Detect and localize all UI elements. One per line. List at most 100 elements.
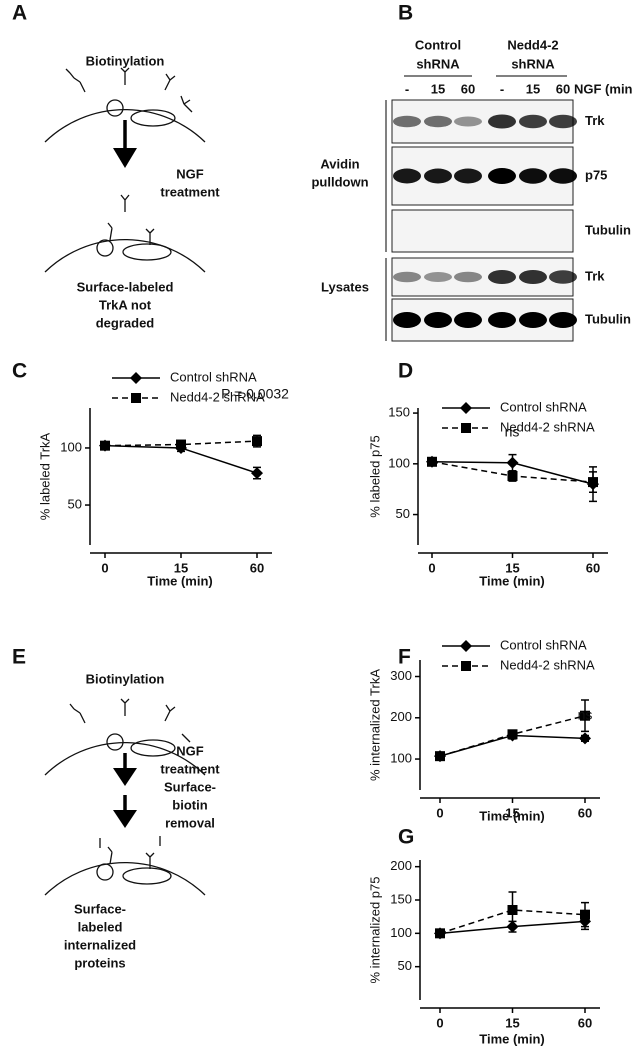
y-tick-label: 50 xyxy=(398,958,412,973)
step-label: NGF xyxy=(176,166,204,181)
result-label: proteins xyxy=(74,955,125,970)
marker xyxy=(435,928,445,939)
section-label: Avidin xyxy=(320,156,359,171)
y-axis-label: % labeled p75 xyxy=(367,435,382,517)
group-label: shRNA xyxy=(416,56,460,71)
band xyxy=(519,114,547,129)
result-label: TrkA not xyxy=(99,297,152,312)
band xyxy=(549,270,577,284)
y-tick-label: 150 xyxy=(390,891,412,906)
group-label: Nedd4-2 xyxy=(507,37,558,52)
step-label: treatment xyxy=(160,761,220,776)
legend-marker xyxy=(461,661,471,671)
band xyxy=(549,114,577,129)
group-label: Control xyxy=(415,37,461,52)
x-tick-label: 60 xyxy=(250,560,264,575)
y-tick-label: 50 xyxy=(396,506,410,521)
x-tick-label: 15 xyxy=(505,805,519,820)
row-label: Trk xyxy=(585,113,605,128)
section-label: pulldown xyxy=(311,174,368,189)
marker xyxy=(176,439,186,450)
band xyxy=(393,168,421,184)
step-label: Surface- xyxy=(164,779,216,794)
y-tick-label: 50 xyxy=(68,496,82,511)
band xyxy=(454,116,482,127)
arrow xyxy=(113,795,137,828)
group-label: shRNA xyxy=(511,56,555,71)
result-label: labeled xyxy=(78,919,123,934)
panel-label: B xyxy=(398,2,413,25)
result-label: internalized xyxy=(64,937,136,952)
row-label: Tubulin xyxy=(585,311,631,326)
result-label: Surface-labeled xyxy=(77,279,174,294)
panel-label: A xyxy=(12,2,27,25)
row-label: p75 xyxy=(585,167,607,182)
band xyxy=(549,312,577,328)
result-label: Surface- xyxy=(74,901,126,916)
result-label: degraded xyxy=(96,315,155,330)
panel-label: G xyxy=(398,826,414,849)
legend-label: Control shRNA xyxy=(170,369,257,384)
legend-marker xyxy=(131,393,141,403)
legend-marker xyxy=(461,423,471,433)
lane-label: - xyxy=(500,81,504,96)
band xyxy=(488,270,516,284)
band xyxy=(454,168,482,184)
panel-label: D xyxy=(398,360,413,383)
lane-label: 60 xyxy=(556,81,570,96)
marker xyxy=(506,456,519,469)
marker xyxy=(435,751,445,762)
cell-diagram xyxy=(44,194,206,273)
section-label: Lysates xyxy=(321,279,369,294)
lane-label: - xyxy=(405,81,409,96)
diagram-title: Biotinylation xyxy=(86,53,165,68)
y-tick-label: 100 xyxy=(388,455,410,470)
panel-label: C xyxy=(12,360,27,383)
marker xyxy=(580,909,590,920)
panel-label: E xyxy=(12,646,26,669)
x-tick-label: 60 xyxy=(578,1015,592,1030)
band xyxy=(488,114,516,129)
lane-label: 60 xyxy=(461,81,475,96)
annotation: P = 0.0032 xyxy=(221,386,289,402)
series-line xyxy=(104,440,258,447)
band xyxy=(424,115,452,128)
x-tick-label: 60 xyxy=(578,805,592,820)
annotation: ns xyxy=(505,424,520,440)
annotation: ns xyxy=(578,707,593,723)
x-tick-label: 0 xyxy=(436,1015,443,1030)
y-tick-label: 200 xyxy=(390,858,412,873)
y-tick-label: 100 xyxy=(390,750,412,765)
x-tick-label: 0 xyxy=(101,560,108,575)
step-label: removal xyxy=(165,815,215,830)
marker xyxy=(580,710,590,721)
lane-header: NGF (min xyxy=(574,81,633,96)
band xyxy=(393,115,421,128)
y-tick-label: 100 xyxy=(390,925,412,940)
marker xyxy=(579,732,591,745)
y-tick-label: 150 xyxy=(388,405,410,420)
band xyxy=(519,312,547,328)
band xyxy=(519,270,547,284)
band xyxy=(393,271,421,283)
y-tick-label: 300 xyxy=(390,668,412,683)
diagram-title: Biotinylation xyxy=(86,671,165,686)
marker xyxy=(251,467,263,480)
step-label: biotin xyxy=(172,797,207,812)
band xyxy=(393,312,421,328)
lane-label: 15 xyxy=(526,81,540,96)
legend-marker xyxy=(460,402,472,414)
series-line xyxy=(439,909,586,935)
x-tick-label: 0 xyxy=(428,560,435,575)
x-tick-label: 15 xyxy=(505,1015,519,1030)
legend-label: Nedd4-2 shRNA xyxy=(500,419,595,434)
marker xyxy=(427,456,437,467)
marker xyxy=(588,477,598,488)
x-axis-label: Time (min) xyxy=(479,1031,545,1046)
legend-marker xyxy=(130,372,142,384)
y-axis-label: % internalized TrkA xyxy=(367,669,382,781)
band xyxy=(424,272,452,282)
marker xyxy=(252,436,262,447)
y-tick-label: 200 xyxy=(390,709,412,724)
